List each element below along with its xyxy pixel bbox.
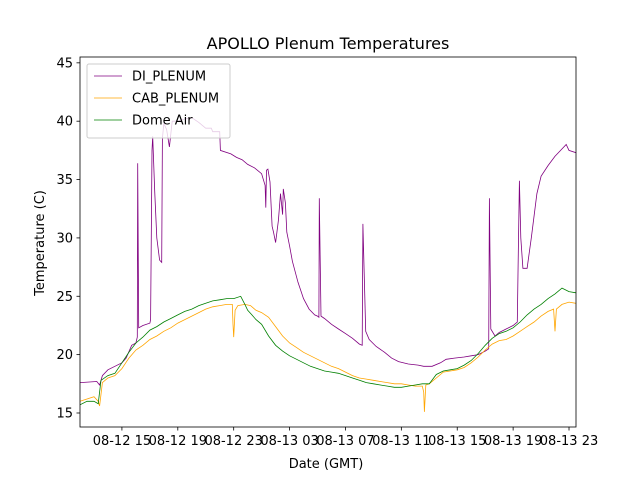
x-tick-label: 08-13 15	[428, 434, 486, 449]
x-tick-label: 08-13 23	[540, 434, 598, 449]
y-tick-label: 40	[56, 115, 73, 130]
x-tick-label: 08-12 15	[93, 434, 151, 449]
x-tick-label: 08-13 07	[316, 434, 374, 449]
x-tick-label: 08-12 19	[149, 434, 207, 449]
y-tick-label: 35	[56, 173, 73, 188]
x-tick-label: 08-13 19	[484, 434, 542, 449]
legend-label-di-plenum: DI_PLENUM	[132, 70, 206, 85]
chart-title: APOLLO Plenum Temperatures	[207, 34, 450, 53]
legend-label-cab-plenum: CAB_PLENUM	[132, 92, 219, 107]
legend-box	[86, 63, 231, 139]
y-tick-label: 15	[56, 406, 73, 421]
legend: DI_PLENUM CAB_PLENUM Dome Air	[86, 63, 231, 139]
series-line-dome-air	[80, 287, 576, 406]
plot-frame	[79, 56, 577, 428]
x-tick-label: 08-12 23	[204, 434, 262, 449]
y-tick-label: 30	[56, 231, 73, 246]
y-tick-label: 45	[56, 56, 73, 71]
legend-label-dome-air: Dome Air	[132, 114, 193, 129]
y-tick-label: 25	[56, 290, 73, 305]
x-axis-title: Date (GMT)	[289, 457, 364, 472]
series-line-cab-plenum	[80, 301, 576, 412]
series-layer	[80, 117, 576, 412]
x-tick-label: 08-13 03	[260, 434, 318, 449]
y-tick-label: 20	[56, 348, 73, 363]
y-axis-title: Temperature (C)	[33, 190, 48, 297]
series-line-di-plenum	[80, 117, 576, 386]
x-tick-label: 08-13 11	[372, 434, 430, 449]
